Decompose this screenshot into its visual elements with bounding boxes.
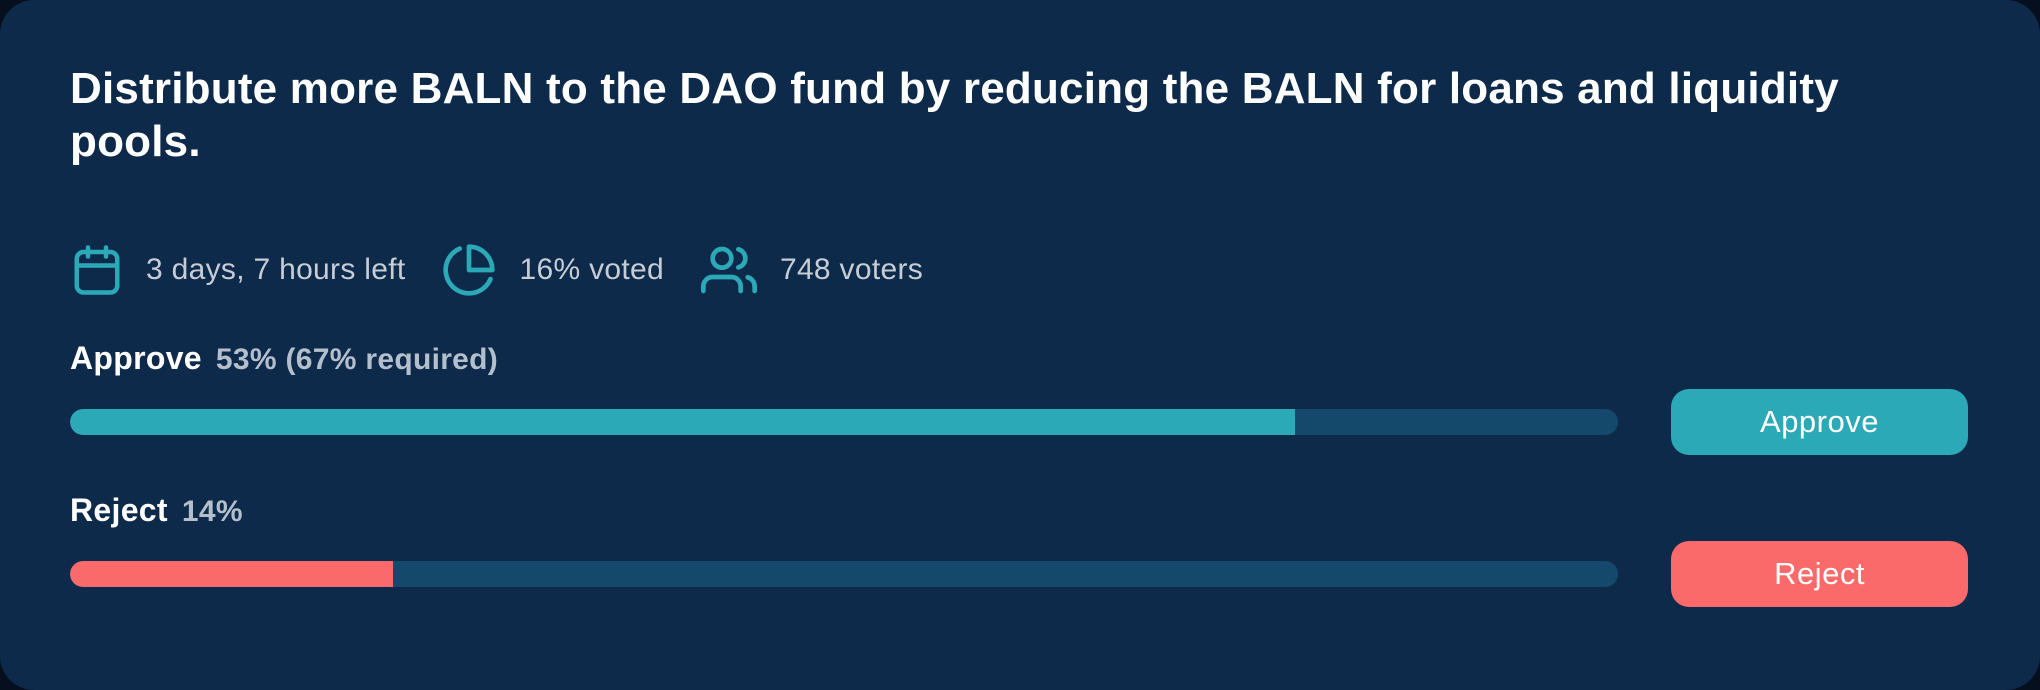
proposal-title: Distribute more BALN to the DAO fund by … [70,64,1839,166]
approve-label-line: Approve 53% (67% required) [70,339,1618,379]
proposal-meta-row: 3 days, 7 hours left 16% voted 748 voter… [70,241,1968,299]
approve-progress-track [70,408,1618,435]
meta-time-left: 3 days, 7 hours left [70,241,405,299]
meta-percent-voted: 16% voted [441,241,664,299]
reject-progress-track [70,560,1618,587]
reject-button[interactable]: Reject [1671,540,1968,607]
approve-label: Approve [70,339,202,376]
calendar-icon [74,244,120,295]
meta-voters: 748 voters [700,242,923,298]
approve-button[interactable]: Approve [1671,388,1968,455]
reject-label-line: Reject 14% [70,491,1618,531]
users-icon [700,246,757,293]
time-left-text: 3 days, 7 hours left [146,252,406,286]
approve-progress-fill [70,408,1295,435]
reject-stat: 14% [181,494,243,528]
approve-section: Approve 53% (67% required) Approve [70,339,1968,455]
voters-text: 748 voters [779,252,924,286]
approve-stat: 53% (67% required) [215,342,499,376]
reject-label: Reject [70,491,168,528]
pie-chart-icon [443,243,496,296]
percent-voted-text: 16% voted [519,252,664,286]
reject-section: Reject 14% Reject [70,491,1968,607]
reject-progress-fill [70,560,394,587]
